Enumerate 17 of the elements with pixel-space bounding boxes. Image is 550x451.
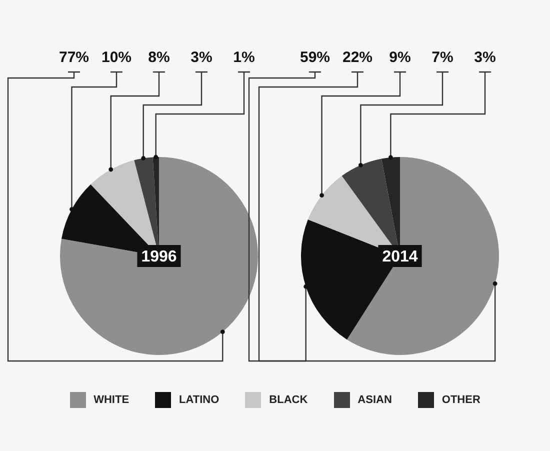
data-label: 10%: [101, 49, 132, 66]
data-label: 77%: [58, 49, 90, 66]
legend-label: LATINO: [179, 394, 220, 406]
legend-label: ASIAN: [358, 394, 392, 406]
data-label: 9%: [389, 49, 411, 66]
data-label: 22%: [342, 49, 373, 66]
slice-label: 2014: [382, 248, 418, 266]
legend-label: OTHER: [442, 394, 480, 406]
data-label: 7%: [432, 49, 454, 66]
slice-label: 1996: [141, 248, 177, 266]
data-label: 1%: [233, 49, 255, 66]
data-label: 59%: [300, 49, 330, 66]
data-label: 3%: [190, 49, 212, 66]
data-label: 3%: [474, 49, 496, 66]
legend-label: BLACK: [269, 394, 308, 406]
legend-label: WHITE: [94, 394, 130, 406]
data-label: 8%: [148, 49, 170, 66]
